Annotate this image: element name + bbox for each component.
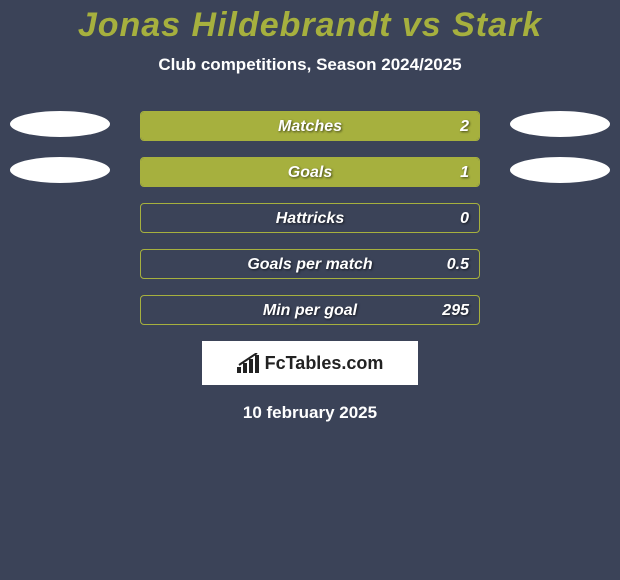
stats-rows: Matches2Goals1Hattricks0Goals per match0… xyxy=(0,111,620,325)
stat-value: 0 xyxy=(460,204,469,233)
stat-label: Hattricks xyxy=(141,204,479,233)
stat-bar: Goals1 xyxy=(140,157,480,187)
stat-bar: Matches2 xyxy=(140,111,480,141)
stat-row: Hattricks0 xyxy=(0,203,620,233)
left-ellipse xyxy=(10,157,110,183)
stat-bar: Goals per match0.5 xyxy=(140,249,480,279)
stat-label: Matches xyxy=(141,112,479,141)
stat-value: 1 xyxy=(460,158,469,187)
left-ellipse xyxy=(10,111,110,137)
stat-bar: Hattricks0 xyxy=(140,203,480,233)
stat-label: Min per goal xyxy=(141,296,479,325)
logo-box: FcTables.com xyxy=(202,341,418,385)
stat-label: Goals xyxy=(141,158,479,187)
right-ellipse xyxy=(510,111,610,137)
right-ellipse xyxy=(510,157,610,183)
stat-row: Matches2 xyxy=(0,111,620,141)
logo-text: FcTables.com xyxy=(265,353,384,374)
chart-icon xyxy=(237,353,261,373)
stat-bar: Min per goal295 xyxy=(140,295,480,325)
comparison-infographic: Jonas Hildebrandt vs Stark Club competit… xyxy=(0,0,620,580)
stat-row: Goals1 xyxy=(0,157,620,187)
stat-row: Min per goal295 xyxy=(0,295,620,325)
stat-value: 2 xyxy=(460,112,469,141)
site-logo: FcTables.com xyxy=(237,353,384,374)
page-subtitle: Club competitions, Season 2024/2025 xyxy=(0,55,620,75)
stat-value: 0.5 xyxy=(447,250,469,279)
stat-value: 295 xyxy=(442,296,469,325)
date-label: 10 february 2025 xyxy=(0,403,620,423)
stat-label: Goals per match xyxy=(141,250,479,279)
stat-row: Goals per match0.5 xyxy=(0,249,620,279)
page-title: Jonas Hildebrandt vs Stark xyxy=(0,6,620,45)
